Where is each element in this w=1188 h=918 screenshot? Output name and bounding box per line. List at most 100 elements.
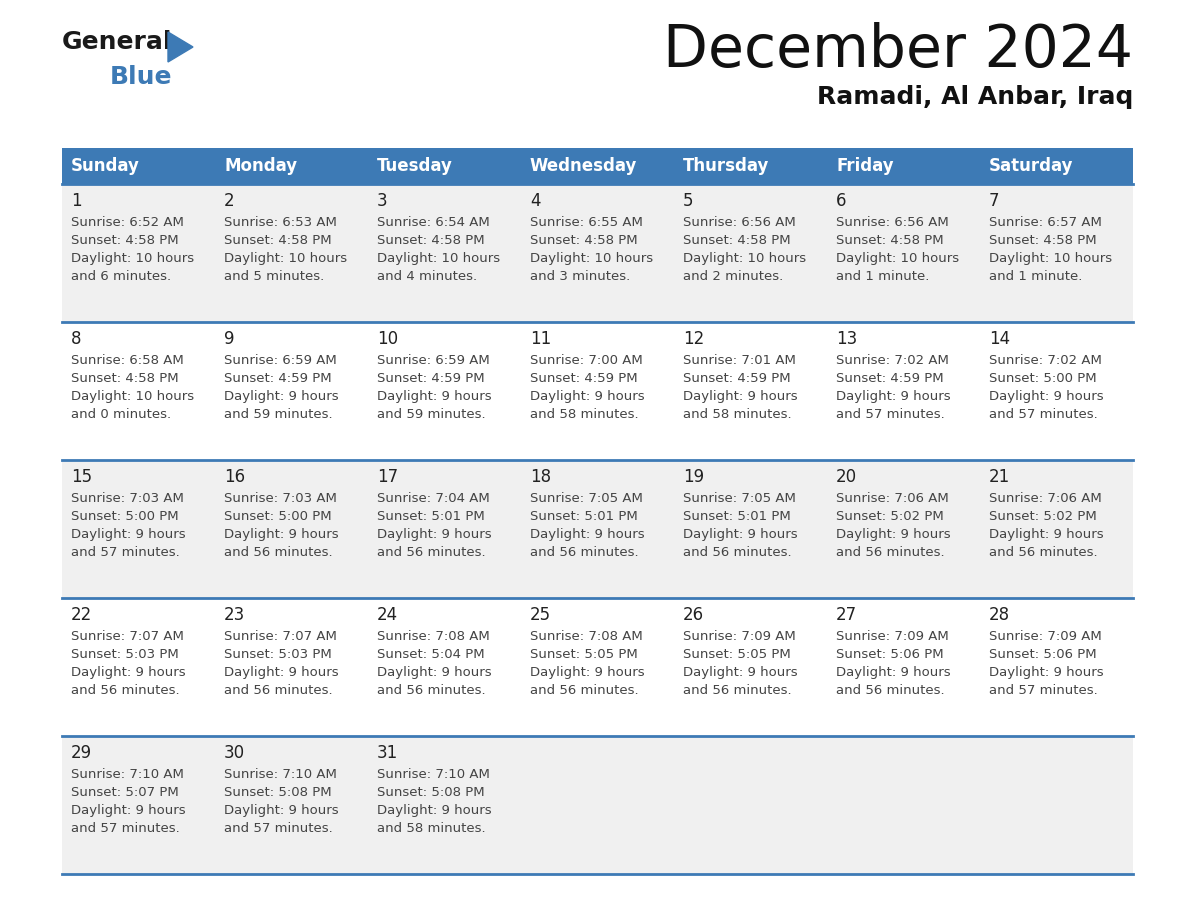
Text: 14: 14 xyxy=(988,330,1010,348)
Text: and 58 minutes.: and 58 minutes. xyxy=(530,408,639,421)
Text: December 2024: December 2024 xyxy=(663,22,1133,79)
Bar xyxy=(674,322,827,460)
Bar xyxy=(215,460,368,598)
Bar xyxy=(827,460,980,598)
Text: Sunset: 4:58 PM: Sunset: 4:58 PM xyxy=(988,234,1097,247)
Bar xyxy=(522,148,674,184)
Text: 29: 29 xyxy=(71,744,93,762)
Text: Daylight: 9 hours: Daylight: 9 hours xyxy=(530,390,645,403)
Bar xyxy=(522,460,674,598)
Text: Daylight: 10 hours: Daylight: 10 hours xyxy=(71,390,194,403)
Text: 15: 15 xyxy=(71,468,93,486)
Bar xyxy=(368,184,522,322)
Text: and 56 minutes.: and 56 minutes. xyxy=(683,684,791,697)
Bar xyxy=(827,322,980,460)
Text: Sunrise: 7:09 AM: Sunrise: 7:09 AM xyxy=(683,630,796,643)
Text: Sunrise: 6:59 AM: Sunrise: 6:59 AM xyxy=(377,354,489,367)
Text: Sunrise: 7:10 AM: Sunrise: 7:10 AM xyxy=(225,768,337,781)
Text: 27: 27 xyxy=(836,606,857,624)
Text: Daylight: 9 hours: Daylight: 9 hours xyxy=(225,528,339,541)
Text: Daylight: 9 hours: Daylight: 9 hours xyxy=(71,528,185,541)
Bar xyxy=(980,148,1133,184)
Text: Sunset: 5:00 PM: Sunset: 5:00 PM xyxy=(225,510,331,523)
Text: Sunset: 5:00 PM: Sunset: 5:00 PM xyxy=(71,510,178,523)
Text: Daylight: 10 hours: Daylight: 10 hours xyxy=(988,252,1112,265)
Text: 22: 22 xyxy=(71,606,93,624)
Text: Daylight: 9 hours: Daylight: 9 hours xyxy=(988,390,1104,403)
Text: Sunset: 4:59 PM: Sunset: 4:59 PM xyxy=(683,372,791,385)
Bar xyxy=(522,736,674,874)
Text: Daylight: 9 hours: Daylight: 9 hours xyxy=(225,390,339,403)
Text: Sunset: 5:00 PM: Sunset: 5:00 PM xyxy=(988,372,1097,385)
Text: Sunrise: 6:57 AM: Sunrise: 6:57 AM xyxy=(988,216,1102,229)
Text: and 56 minutes.: and 56 minutes. xyxy=(225,684,333,697)
Text: 12: 12 xyxy=(683,330,704,348)
Text: Monday: Monday xyxy=(225,157,297,175)
Text: and 56 minutes.: and 56 minutes. xyxy=(836,684,944,697)
Text: and 1 minute.: and 1 minute. xyxy=(836,270,929,283)
Text: Sunrise: 7:10 AM: Sunrise: 7:10 AM xyxy=(71,768,184,781)
Text: Daylight: 9 hours: Daylight: 9 hours xyxy=(377,666,492,679)
Text: 11: 11 xyxy=(530,330,551,348)
Text: Sunrise: 6:59 AM: Sunrise: 6:59 AM xyxy=(225,354,336,367)
Bar xyxy=(368,322,522,460)
Text: and 57 minutes.: and 57 minutes. xyxy=(71,546,179,559)
Text: Wednesday: Wednesday xyxy=(530,157,638,175)
Bar xyxy=(827,148,980,184)
Text: Daylight: 10 hours: Daylight: 10 hours xyxy=(377,252,500,265)
Text: Sunrise: 7:01 AM: Sunrise: 7:01 AM xyxy=(683,354,796,367)
Text: and 3 minutes.: and 3 minutes. xyxy=(530,270,631,283)
Text: Sunrise: 6:52 AM: Sunrise: 6:52 AM xyxy=(71,216,184,229)
Text: and 56 minutes.: and 56 minutes. xyxy=(377,546,486,559)
Text: Daylight: 9 hours: Daylight: 9 hours xyxy=(836,528,950,541)
Text: and 56 minutes.: and 56 minutes. xyxy=(71,684,179,697)
Text: Sunrise: 7:06 AM: Sunrise: 7:06 AM xyxy=(988,492,1101,505)
Text: Sunrise: 7:09 AM: Sunrise: 7:09 AM xyxy=(988,630,1101,643)
Text: Sunset: 4:58 PM: Sunset: 4:58 PM xyxy=(530,234,638,247)
Text: 5: 5 xyxy=(683,192,694,210)
Text: Sunset: 5:04 PM: Sunset: 5:04 PM xyxy=(377,648,485,661)
Text: Daylight: 9 hours: Daylight: 9 hours xyxy=(225,666,339,679)
Text: 2: 2 xyxy=(225,192,234,210)
Bar xyxy=(674,598,827,736)
Text: Thursday: Thursday xyxy=(683,157,770,175)
Text: Sunrise: 7:00 AM: Sunrise: 7:00 AM xyxy=(530,354,643,367)
Bar xyxy=(827,184,980,322)
Text: and 58 minutes.: and 58 minutes. xyxy=(683,408,791,421)
Text: 19: 19 xyxy=(683,468,704,486)
Bar xyxy=(62,184,215,322)
Text: 18: 18 xyxy=(530,468,551,486)
Text: Daylight: 9 hours: Daylight: 9 hours xyxy=(683,390,797,403)
Bar xyxy=(62,322,215,460)
Text: Sunrise: 7:03 AM: Sunrise: 7:03 AM xyxy=(225,492,337,505)
Text: Sunrise: 7:04 AM: Sunrise: 7:04 AM xyxy=(377,492,489,505)
Text: Daylight: 9 hours: Daylight: 9 hours xyxy=(683,666,797,679)
Bar xyxy=(674,736,827,874)
Text: Sunset: 5:08 PM: Sunset: 5:08 PM xyxy=(225,786,331,799)
Text: Sunset: 5:06 PM: Sunset: 5:06 PM xyxy=(836,648,943,661)
Text: and 56 minutes.: and 56 minutes. xyxy=(225,546,333,559)
Text: Sunset: 4:59 PM: Sunset: 4:59 PM xyxy=(836,372,943,385)
Text: Sunrise: 7:08 AM: Sunrise: 7:08 AM xyxy=(377,630,489,643)
Bar xyxy=(62,148,215,184)
Text: Daylight: 10 hours: Daylight: 10 hours xyxy=(836,252,959,265)
Text: Daylight: 9 hours: Daylight: 9 hours xyxy=(377,528,492,541)
Text: Sunset: 5:05 PM: Sunset: 5:05 PM xyxy=(530,648,638,661)
Text: Sunset: 5:02 PM: Sunset: 5:02 PM xyxy=(988,510,1097,523)
Text: Sunrise: 7:02 AM: Sunrise: 7:02 AM xyxy=(836,354,949,367)
Text: Sunday: Sunday xyxy=(71,157,140,175)
Text: Sunset: 4:59 PM: Sunset: 4:59 PM xyxy=(530,372,638,385)
Text: and 57 minutes.: and 57 minutes. xyxy=(225,822,333,835)
Bar xyxy=(215,184,368,322)
Bar xyxy=(827,736,980,874)
Text: and 59 minutes.: and 59 minutes. xyxy=(377,408,486,421)
Text: Sunset: 4:59 PM: Sunset: 4:59 PM xyxy=(377,372,485,385)
Bar xyxy=(215,322,368,460)
Text: Sunset: 5:05 PM: Sunset: 5:05 PM xyxy=(683,648,791,661)
Text: Blue: Blue xyxy=(110,65,172,89)
Text: Daylight: 9 hours: Daylight: 9 hours xyxy=(377,390,492,403)
Text: 9: 9 xyxy=(225,330,234,348)
Text: Daylight: 10 hours: Daylight: 10 hours xyxy=(225,252,347,265)
Text: 24: 24 xyxy=(377,606,398,624)
Text: 28: 28 xyxy=(988,606,1010,624)
